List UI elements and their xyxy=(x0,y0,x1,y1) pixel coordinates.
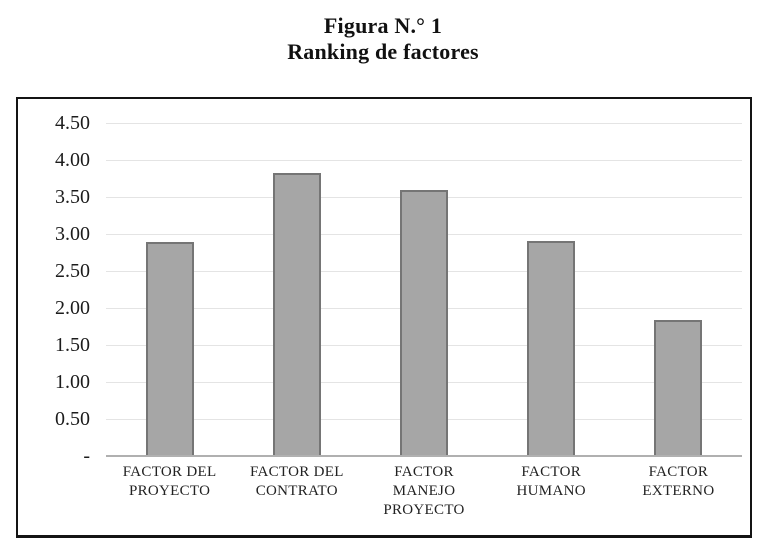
y-axis: - 0.50 1.00 1.50 2.00 2.50 3.00 3.50 4.00 4.50 xyxy=(18,113,106,466)
figure-title: Figura N.° 1 xyxy=(323,13,443,38)
gridline-4.00 xyxy=(106,159,742,161)
chart-frame: - 0.50 1.00 1.50 2.00 2.50 3.00 3.50 4.00 4.50 FA… xyxy=(16,97,752,538)
bar-factor-externo xyxy=(654,319,703,456)
bars-row xyxy=(106,123,742,456)
bar-factor-humano xyxy=(527,240,576,456)
x-category-label-factor-del-proyecto: FACTOR DEL PROYECTO xyxy=(122,464,217,499)
y-tick-label-1.50: 1.50 xyxy=(55,334,90,356)
y-tick-label-3.00: 3.00 xyxy=(55,223,90,245)
y-tick-label-0.50: 0.50 xyxy=(55,408,90,431)
bar-slot-factor-humano xyxy=(488,123,615,456)
x-category-label-factor-humano: FACTOR HUMANO xyxy=(516,464,586,499)
x-category-label-factor-manejo-proyecto: FACTOR MANEJO PROYECTO xyxy=(383,464,465,518)
bar-slot-factor-del-proyecto xyxy=(106,123,233,456)
bar-factor-del-proyecto xyxy=(145,242,194,456)
y-tick-label-4.50: 4.50 xyxy=(55,112,90,134)
figure-title-block: Figura N.° 1 Ranking de factores xyxy=(0,0,766,65)
plot-row: - 0.50 1.00 1.50 2.00 2.50 3.00 3.50 4.00 4.50 xyxy=(18,113,742,466)
y-tick-label-2.00: 2.00 xyxy=(55,297,90,320)
x-category-label-factor-del-contrato: FACTOR DEL CONTRATO xyxy=(249,464,344,499)
figure-subtitle: Ranking de factores xyxy=(287,39,479,64)
y-tick-label-4.00: 4.00 xyxy=(55,149,90,172)
bar-slot-factor-del-contrato xyxy=(233,123,360,456)
chart-inner: - 0.50 1.00 1.50 2.00 2.50 3.00 3.50 4.00 4.50 FA… xyxy=(18,113,742,535)
bar-slot-factor-manejo-proyecto xyxy=(360,123,487,456)
y-tick-label-2.50: 2.50 xyxy=(55,260,90,282)
gridline-4.50 xyxy=(106,123,742,124)
x-axis-line xyxy=(106,455,742,457)
x-axis-labels: FACTOR DEL PROYECTO FACTOR DEL CONTRATO FA… xyxy=(106,456,742,520)
y-tick-label-0.00: - xyxy=(83,445,90,467)
plot-area xyxy=(106,123,742,457)
bar-slot-factor-externo xyxy=(615,123,742,456)
y-tick-label-1.00: 1.00 xyxy=(55,371,90,394)
x-category-label-factor-externo: FACTOR EXTERNO xyxy=(642,464,715,499)
y-tick-label-3.50: 3.50 xyxy=(55,186,90,208)
bar-factor-del-contrato xyxy=(272,173,321,456)
bar-factor-manejo-proyecto xyxy=(400,189,448,456)
